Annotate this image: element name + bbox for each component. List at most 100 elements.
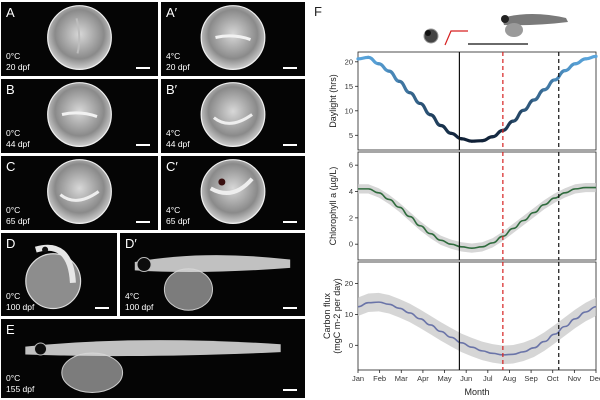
x-tick-label: Jan xyxy=(352,374,364,383)
carbon-flux-line xyxy=(357,301,597,356)
y-tick-label: 10 xyxy=(345,106,353,115)
chart-panel-2: 0 2 4 6 Chlorophyll a (µg/L) xyxy=(328,151,597,261)
larva-icon xyxy=(501,14,568,37)
daylight-line-segment xyxy=(563,62,577,73)
daylight-line-segment xyxy=(408,91,422,106)
specimen-illustration xyxy=(47,159,112,224)
daylight-line-segment xyxy=(511,108,526,123)
x-tick-label: Mar xyxy=(395,374,408,383)
daylight-line-segment xyxy=(480,135,495,143)
specimen-illustration xyxy=(47,82,112,147)
y-tick-label: 0 xyxy=(349,240,353,249)
daylight-line-segment xyxy=(377,62,391,73)
specimen-illustration xyxy=(47,5,112,70)
y-tick-label: 0 xyxy=(349,341,353,350)
chart-panel-3: 0 10 20 Carbon flux (mgC m-2 per day) xyxy=(322,261,597,371)
x-tick-label: Aug xyxy=(503,374,516,383)
panel-age: 20 dpf xyxy=(166,62,190,72)
y-tick-label: 2 xyxy=(349,213,353,222)
x-tick-label: Dec xyxy=(589,374,600,383)
x-tick-label: Apr xyxy=(417,374,429,383)
panel-label: B′ xyxy=(166,82,178,97)
daylight-line-segment xyxy=(490,128,505,139)
daylight-line-segment xyxy=(501,119,515,132)
micrograph-panel-d2: D′ 4°C 100 dpf xyxy=(120,233,305,316)
micrograph-panel-d: D 0°C 100 dpf xyxy=(1,233,117,316)
panel-label: B xyxy=(6,82,15,97)
scale-bar xyxy=(95,307,109,309)
daylight-line-segment xyxy=(387,69,401,83)
plot-frame xyxy=(357,51,597,151)
scale-bar xyxy=(283,389,297,391)
seasonal-chart: 5 10 15 20 Daylight (hrs) 0 2 4 6 Chlorophyll a (… xyxy=(322,14,600,397)
panel-age: 44 dpf xyxy=(166,139,190,149)
scale-bar xyxy=(283,221,297,223)
specimen-illustration xyxy=(200,82,266,147)
micrograph-panel-b2: B′ 4°C 44 dpf xyxy=(161,79,305,153)
panel-age: 20 dpf xyxy=(6,62,30,72)
panel-age: 100 dpf xyxy=(6,302,35,312)
daylight-line-segment xyxy=(418,101,433,117)
legend-connector-red xyxy=(444,30,468,46)
panel-label: E xyxy=(6,322,15,337)
x-tick-label: Oct xyxy=(547,374,560,383)
y-axis-label: Carbon flux xyxy=(322,292,332,339)
panel-age: 65 dpf xyxy=(6,216,30,226)
micrograph-panel-c2: C′ 4°C 65 dpf xyxy=(161,156,305,230)
daylight-line-segment xyxy=(439,123,453,135)
y-axis-label: Chlorophyll a (µg/L) xyxy=(328,167,338,246)
micrograph-panel-a2: A′ 4°C 20 dpf xyxy=(161,2,305,76)
specimen-illustration xyxy=(25,244,82,310)
panel-label: D′ xyxy=(125,236,137,251)
panel-temperature: 4°C xyxy=(166,128,181,138)
y-tick-label: 20 xyxy=(345,279,353,288)
daylight-line-segment xyxy=(553,69,567,82)
specimen-illustration xyxy=(200,159,266,224)
micrograph-panel-b: B 0°C 44 dpf xyxy=(1,79,158,153)
chart-panel-1: 5 10 15 20 Daylight (hrs) xyxy=(328,51,598,151)
seasonal-chart-panel: 5 10 15 20 Daylight (hrs) 0 2 4 6 Chlorophyll a (… xyxy=(306,0,600,400)
panel-temperature: 0°C xyxy=(6,128,21,138)
micrograph-panel-a: A 0°C 20 dpf xyxy=(1,2,158,76)
chlorophyll-line xyxy=(358,186,596,249)
specimen-illustration xyxy=(200,5,266,70)
scale-bar xyxy=(136,67,150,69)
panel-temperature: 4°C xyxy=(125,291,140,301)
scale-bar xyxy=(136,221,150,223)
daylight-line-segment xyxy=(584,54,598,61)
daylight-line-segment xyxy=(521,98,536,112)
daylight-line-segment xyxy=(397,79,412,95)
y-tick-label: 5 xyxy=(349,131,353,140)
daylight-line-segment xyxy=(428,113,443,128)
panel-temperature: 0°C xyxy=(6,51,21,61)
y-tick-label: 6 xyxy=(349,161,353,170)
panel-label: A xyxy=(6,5,15,20)
micrograph-grid: A 0°C 20 dpf A′ 4°C 20 dpf B 0°C 44 dpf B′ 4°C 44 d… xyxy=(0,0,306,400)
x-tick-label: May xyxy=(437,374,451,383)
scale-bar xyxy=(136,144,150,146)
panel-temperature: 0°C xyxy=(6,205,21,215)
micrograph-panel-e: E 0°C 155 dpf xyxy=(1,319,305,398)
plot-frame xyxy=(357,151,597,261)
scale-bar xyxy=(283,307,297,309)
panel-label: C′ xyxy=(166,159,178,174)
figure-label-f: F xyxy=(314,4,322,19)
x-axis-label: Month xyxy=(464,387,489,397)
x-tick-label: Jun xyxy=(460,374,472,383)
panel-label: D xyxy=(6,236,16,251)
x-tick-label: Jul xyxy=(483,374,493,383)
daylight-line-segment xyxy=(366,55,381,66)
panel-label: A′ xyxy=(166,5,178,20)
x-tick-label: Feb xyxy=(373,374,386,383)
specimen-illustration xyxy=(25,340,281,393)
daylight-line-segment xyxy=(532,88,546,102)
scale-bar xyxy=(283,144,297,146)
x-tick-label: Sep xyxy=(524,374,537,383)
y-tick-label: 20 xyxy=(345,57,353,66)
egg-icon xyxy=(423,28,439,44)
panel-age: 65 dpf xyxy=(166,216,190,226)
panel-temperature: 0°C xyxy=(6,373,21,383)
y-tick-label: 4 xyxy=(349,187,353,196)
y-tick-label: 15 xyxy=(345,82,353,91)
panel-temperature: 4°C xyxy=(166,205,181,215)
